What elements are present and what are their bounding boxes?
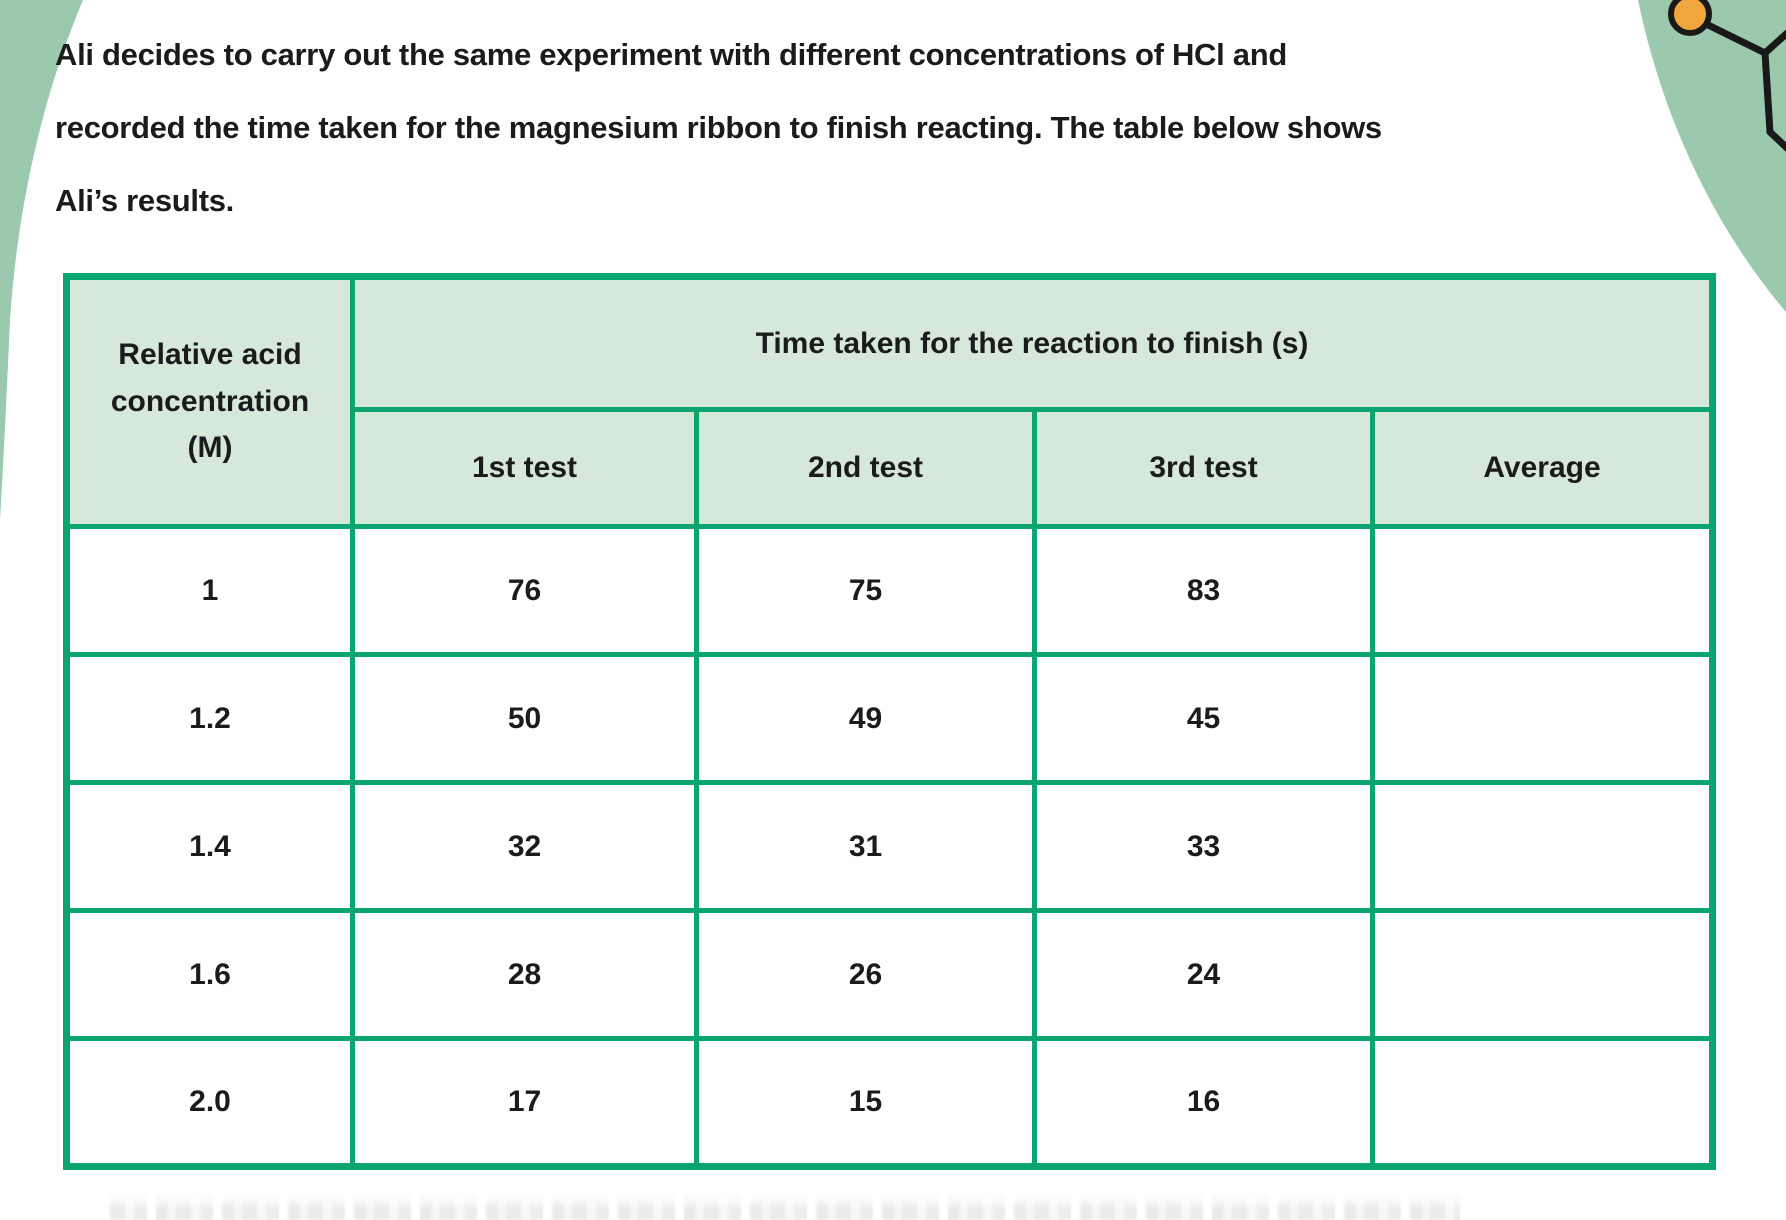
cell-test3: 33 [1032, 780, 1375, 913]
table-row: 2.0 17 15 16 [64, 1036, 1715, 1169]
table-row: 1 76 75 83 [64, 524, 1715, 657]
corner-blob-top-right [1638, 0, 1786, 312]
cell-average-empty [1370, 1036, 1715, 1169]
intro-line-2: recorded the time taken for the magnesiu… [55, 110, 1382, 145]
cell-concentration: 1.4 [64, 780, 355, 913]
molecule-bonds-icon [1698, 18, 1786, 152]
cell-test2: 26 [694, 908, 1037, 1041]
cell-test3: 16 [1032, 1036, 1375, 1169]
cell-test3: 24 [1032, 908, 1375, 1041]
corner-header-cell: Relative acid concentration (M) [64, 274, 355, 529]
cell-test3: 83 [1032, 524, 1375, 657]
subheader-3rd-test: 3rd test [1032, 407, 1375, 529]
span-header-cell: Time taken for the reaction to finish (s… [350, 274, 1715, 412]
molecule-atom-icon [1668, 0, 1712, 36]
cell-test1: 76 [350, 524, 699, 657]
cell-test2: 31 [694, 780, 1037, 913]
cropped-text-strip [110, 1194, 1460, 1220]
table-row: 1.2 50 49 45 [64, 652, 1715, 785]
cell-average-empty [1370, 908, 1715, 1041]
cell-test3: 45 [1032, 652, 1375, 785]
cell-concentration: 1.2 [64, 652, 355, 785]
subheader-average: Average [1370, 407, 1715, 529]
cell-concentration: 1.6 [64, 908, 355, 1041]
cell-test2: 49 [694, 652, 1037, 785]
cell-average-empty [1370, 652, 1715, 785]
cell-test1: 50 [350, 652, 699, 785]
subheader-2nd-test: 2nd test [694, 407, 1037, 529]
cell-concentration: 1 [64, 524, 355, 657]
cell-test2: 75 [694, 524, 1037, 657]
table-row: 1.4 32 31 33 [64, 780, 1715, 913]
cell-concentration: 2.0 [64, 1036, 355, 1169]
cell-test2: 15 [694, 1036, 1037, 1169]
intro-line-3: Ali’s results. [55, 183, 234, 218]
table-row: 1.6 28 26 24 [64, 908, 1715, 1041]
intro-line-1: Ali decides to carry out the same experi… [55, 37, 1287, 72]
cell-test1: 28 [350, 908, 699, 1041]
intro-paragraph: Ali decides to carry out the same experi… [55, 18, 1382, 237]
cell-test1: 32 [350, 780, 699, 913]
cell-average-empty [1370, 524, 1715, 657]
subheader-1st-test: 1st test [350, 407, 699, 529]
results-table: Relative acid concentration (M) Time tak… [63, 273, 1716, 1170]
molecule-icon [1668, 0, 1786, 152]
cell-average-empty [1370, 780, 1715, 913]
cell-test1: 17 [350, 1036, 699, 1169]
